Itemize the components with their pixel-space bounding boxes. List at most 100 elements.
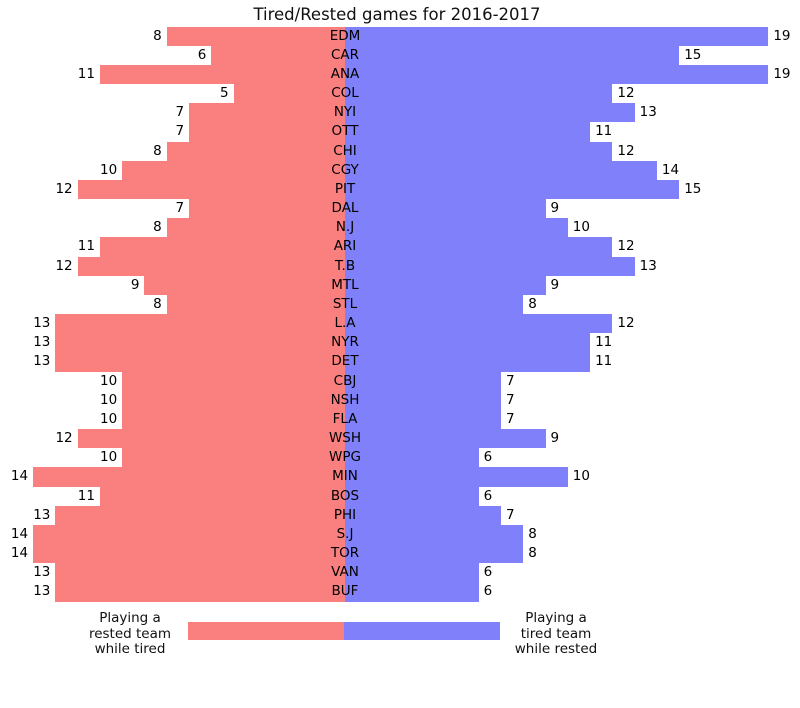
left-bar [77, 256, 345, 276]
right-bar [345, 544, 524, 564]
legend-swatch-tired [188, 622, 344, 640]
right-bar [345, 26, 769, 46]
left-bar [144, 275, 345, 295]
team-label: CAR [330, 46, 360, 63]
right-bar [345, 333, 591, 353]
team-label: PIT [334, 180, 356, 197]
right-value-label: 19 [773, 27, 791, 44]
right-bar [345, 122, 591, 142]
right-bar [345, 371, 501, 391]
legend-swatch-rested [344, 622, 500, 640]
team-label: L.A [334, 315, 356, 332]
left-bar [122, 160, 345, 180]
team-label: TOR [330, 545, 360, 562]
right-bar [345, 390, 501, 410]
left-bar [55, 333, 345, 353]
right-value-label: 12 [617, 85, 635, 101]
right-value-label: 10 [572, 468, 590, 485]
team-label: BUF [331, 583, 359, 600]
left-bar [55, 314, 345, 334]
left-bar [77, 179, 345, 200]
right-value-label: 6 [483, 449, 493, 466]
team-label: CGY [331, 161, 359, 178]
right-value-label: 9 [550, 430, 560, 447]
right-value-label: 13 [639, 104, 657, 121]
right-value-label: 11 [595, 123, 613, 140]
left-value-label: 10 [100, 391, 118, 408]
team-label: PHI [333, 506, 357, 523]
legend-label-rested-line2: tired team [520, 625, 592, 642]
right-value-label: 15 [684, 46, 702, 63]
right-bar [345, 314, 613, 334]
team-label: CHI [333, 142, 357, 159]
right-value-label: 13 [639, 257, 657, 274]
left-bar [55, 582, 345, 602]
right-bar [345, 486, 479, 506]
right-value-label: 8 [528, 525, 537, 542]
legend-label-tired-line2: rested team [88, 625, 172, 642]
left-value-label: 9 [130, 276, 140, 293]
left-bar [166, 218, 345, 238]
right-value-label: 9 [550, 200, 560, 217]
left-value-label: 11 [77, 65, 95, 82]
right-bar [345, 103, 635, 123]
team-label: COL [331, 85, 359, 101]
team-label: CBJ [333, 372, 357, 389]
team-label: MIN [332, 468, 358, 485]
left-value-label: 7 [175, 104, 185, 121]
left-bar [33, 467, 345, 487]
team-label: S.J [336, 525, 354, 542]
team-label: NYR [331, 334, 359, 351]
right-bar [345, 84, 613, 104]
right-bar [345, 429, 546, 449]
right-bar [345, 563, 479, 583]
right-bar [345, 505, 501, 525]
left-value-label: 14 [10, 468, 29, 485]
right-value-label: 6 [483, 564, 493, 581]
left-bar [211, 45, 345, 65]
team-label: EDM [329, 27, 361, 44]
right-value-label: 9 [550, 276, 560, 293]
left-value-label: 13 [33, 506, 51, 523]
left-bar [122, 390, 345, 410]
team-label: DET [331, 353, 359, 370]
left-bar [99, 64, 345, 84]
left-bar [189, 103, 345, 123]
legend-label-rested-line1: Playing a [525, 610, 587, 626]
right-bar [345, 352, 591, 372]
left-bar [122, 371, 345, 391]
left-bar [122, 448, 345, 468]
right-value-label: 7 [505, 506, 515, 523]
left-bar [55, 505, 345, 525]
right-value-label: 10 [572, 219, 590, 236]
right-bar [345, 64, 769, 84]
right-bar [345, 582, 479, 602]
team-label: NYI [333, 104, 357, 121]
right-bar [345, 141, 613, 161]
left-value-label: 11 [77, 238, 95, 255]
team-label: STL [332, 295, 358, 312]
left-bar [166, 26, 345, 46]
left-value-label: 7 [175, 123, 185, 140]
right-value-label: 8 [528, 545, 537, 562]
right-value-label: 6 [483, 583, 493, 600]
left-bar [55, 563, 345, 583]
team-label: WPG [329, 449, 361, 466]
team-label: N.J [335, 219, 355, 236]
right-value-label: 7 [505, 391, 515, 408]
left-value-label: 12 [55, 180, 73, 197]
left-value-label: 13 [33, 583, 51, 600]
left-bar [99, 237, 345, 257]
left-value-label: 7 [175, 200, 185, 217]
right-value-label: 11 [595, 334, 613, 351]
left-value-label: 12 [55, 257, 73, 274]
team-label: FLA [332, 410, 358, 427]
right-bar [345, 237, 613, 257]
left-value-label: 8 [153, 27, 162, 44]
right-bar [345, 448, 479, 468]
right-value-label: 6 [483, 487, 493, 504]
team-label: NSH [330, 391, 360, 408]
left-value-label: 12 [55, 430, 73, 447]
left-value-label: 8 [153, 219, 162, 236]
